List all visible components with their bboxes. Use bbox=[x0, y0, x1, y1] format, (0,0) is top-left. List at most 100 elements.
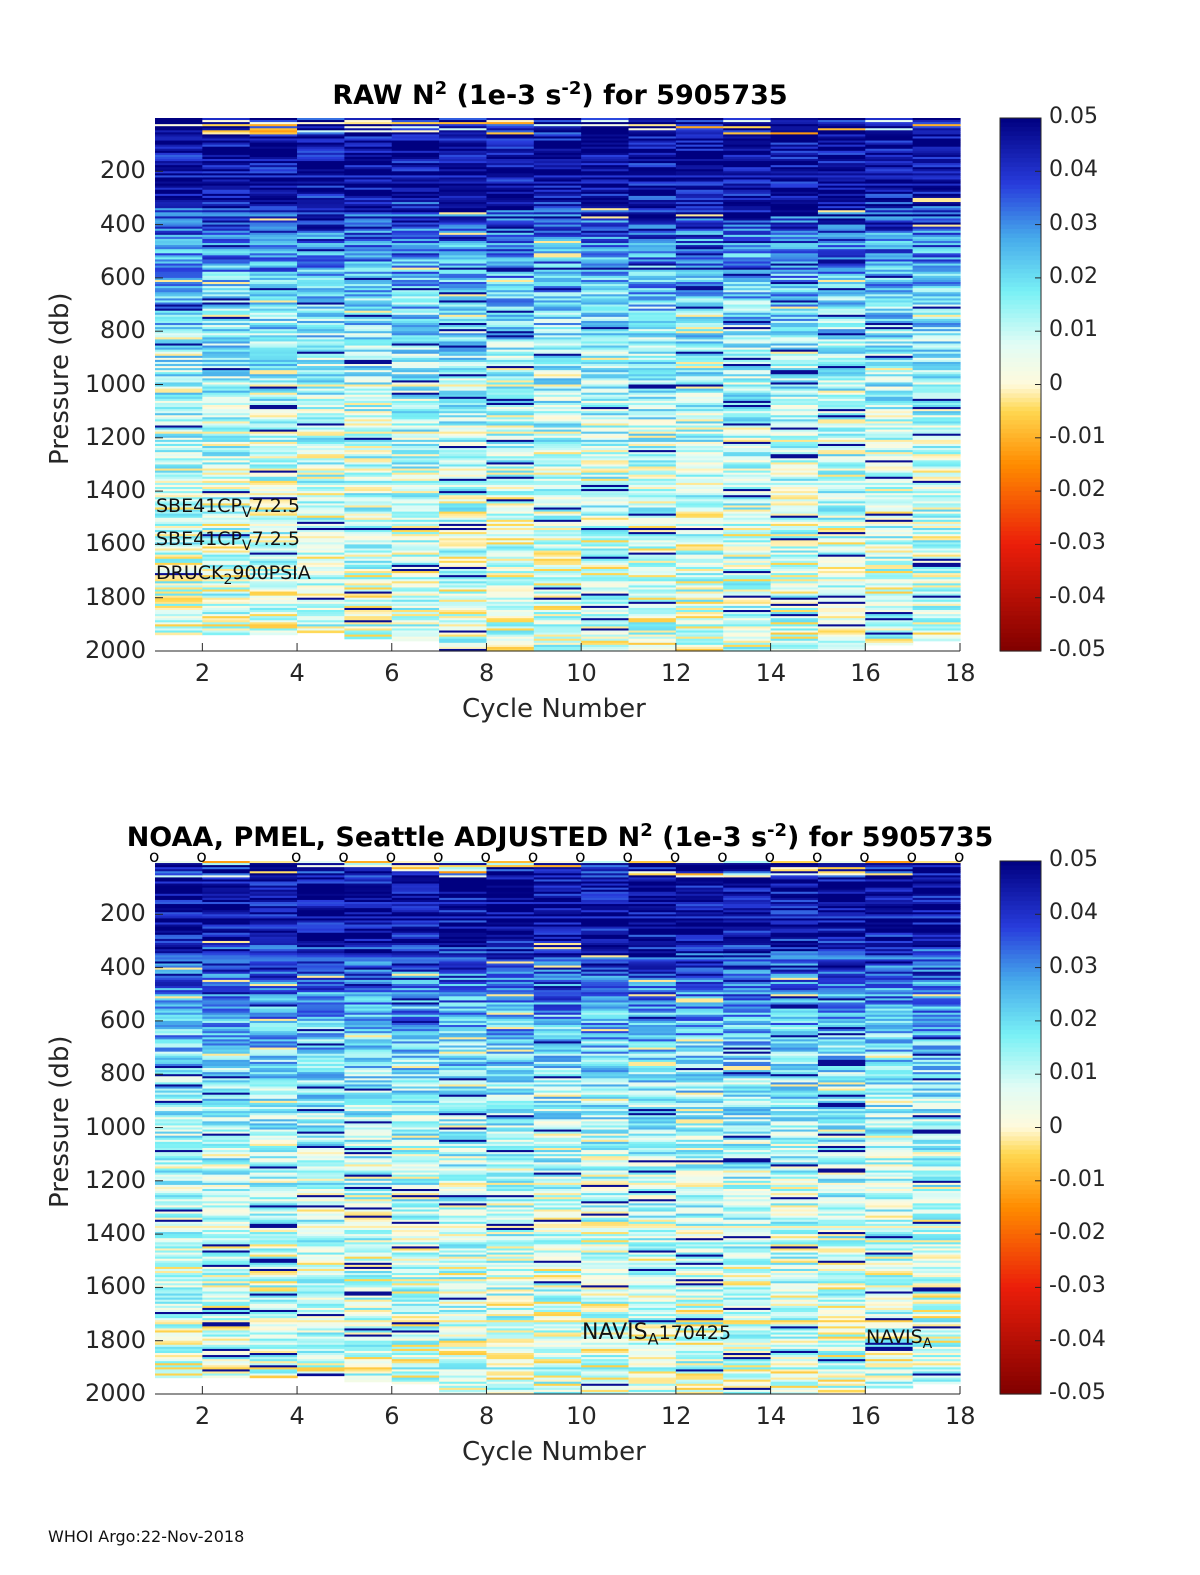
heatmap-cell bbox=[202, 624, 251, 627]
heatmap-cell bbox=[817, 173, 866, 176]
heatmap-cell bbox=[912, 323, 961, 326]
colorbar-swatch bbox=[1000, 504, 1041, 510]
heatmap-cell bbox=[297, 622, 346, 625]
heatmap-cell bbox=[628, 583, 677, 586]
heatmap-cell bbox=[297, 366, 346, 369]
heatmap-cell bbox=[628, 503, 677, 507]
heatmap-cell bbox=[533, 218, 582, 222]
heatmap-cell bbox=[344, 599, 393, 603]
heatmap-cell bbox=[391, 448, 440, 451]
heatmap-cell bbox=[770, 454, 819, 457]
heatmap-cell bbox=[344, 214, 393, 217]
panel-0-cycle-column-4 bbox=[297, 118, 346, 634]
heatmap-cell bbox=[439, 624, 488, 627]
heatmap-cell bbox=[817, 597, 866, 601]
heatmap-cell bbox=[155, 963, 203, 967]
heatmap-cell bbox=[391, 472, 440, 476]
heatmap-cell bbox=[297, 212, 346, 215]
heatmap-cell bbox=[202, 877, 251, 881]
heatmap-cell bbox=[628, 525, 677, 529]
heatmap-cell bbox=[155, 230, 203, 234]
heatmap-cell bbox=[723, 450, 772, 453]
heatmap-cell bbox=[533, 167, 582, 170]
heatmap-cell bbox=[202, 495, 251, 498]
heatmap-cell bbox=[628, 327, 677, 330]
heatmap-cell bbox=[391, 569, 440, 572]
heatmap-cell bbox=[297, 454, 346, 457]
heatmap-cell bbox=[344, 417, 393, 420]
heatmap-cell bbox=[581, 458, 630, 461]
heatmap-cell bbox=[249, 148, 298, 152]
heatmap-cell bbox=[202, 204, 251, 207]
heatmap-cell bbox=[770, 355, 819, 359]
heatmap-cell bbox=[202, 591, 251, 595]
heatmap-cell bbox=[249, 331, 298, 334]
heatmap-cell bbox=[533, 511, 582, 515]
heatmap-cell bbox=[486, 644, 535, 648]
heatmap-cell bbox=[249, 523, 298, 527]
heatmap-cell bbox=[249, 333, 298, 336]
heatmap-cell bbox=[770, 450, 819, 453]
heatmap-cell bbox=[297, 571, 346, 574]
heatmap-cell bbox=[249, 386, 298, 390]
heatmap-cell bbox=[675, 413, 724, 416]
heatmap-cell bbox=[723, 540, 772, 543]
heatmap-cell bbox=[817, 402, 866, 406]
heatmap-cell bbox=[391, 292, 440, 295]
heatmap-cell bbox=[344, 216, 393, 220]
heatmap-cell bbox=[865, 241, 914, 244]
heatmap-cell bbox=[770, 456, 819, 459]
heatmap-cell bbox=[723, 380, 772, 384]
heatmap-cell bbox=[155, 331, 203, 334]
heatmap-cell bbox=[297, 605, 346, 609]
heatmap-cell bbox=[297, 320, 346, 324]
colorbar-swatch bbox=[1000, 571, 1041, 577]
heatmap-cell bbox=[439, 159, 488, 162]
heatmap-cell bbox=[865, 282, 914, 285]
heatmap-cell bbox=[486, 325, 535, 328]
heatmap-cell bbox=[439, 302, 488, 306]
heatmap-cell bbox=[865, 458, 914, 461]
heatmap-cell bbox=[581, 593, 630, 597]
heatmap-cell bbox=[486, 257, 535, 261]
heatmap-cell bbox=[297, 394, 346, 398]
heatmap-cell bbox=[675, 400, 724, 404]
heatmap-cell bbox=[581, 554, 630, 558]
heatmap-cell bbox=[297, 179, 346, 183]
heatmap-cell bbox=[581, 577, 630, 580]
heatmap-cell bbox=[628, 130, 677, 133]
heatmap-cell bbox=[297, 380, 346, 384]
heatmap-cell bbox=[202, 304, 251, 308]
colorbar-swatch bbox=[1000, 420, 1041, 426]
heatmap-cell bbox=[817, 265, 866, 269]
heatmap-cell bbox=[770, 566, 819, 570]
heatmap-cell bbox=[628, 509, 677, 513]
heatmap-cell bbox=[912, 118, 961, 121]
heatmap-cell bbox=[533, 552, 582, 556]
heatmap-cell bbox=[675, 646, 724, 650]
heatmap-cell bbox=[675, 218, 724, 222]
heatmap-cell bbox=[723, 200, 772, 203]
heatmap-cell bbox=[391, 333, 440, 336]
heatmap-cell bbox=[723, 169, 772, 172]
heatmap-cell bbox=[391, 304, 440, 308]
heatmap-cell bbox=[202, 165, 251, 168]
colorbar-swatch bbox=[1000, 579, 1041, 585]
heatmap-cell bbox=[249, 165, 298, 168]
heatmap-cell bbox=[770, 167, 819, 170]
heatmap-cell bbox=[391, 417, 440, 420]
heatmap-cell bbox=[865, 638, 914, 642]
heatmap-cell bbox=[533, 353, 582, 357]
heatmap-cell bbox=[723, 599, 772, 603]
heatmap-cell bbox=[723, 392, 772, 396]
heatmap-cell bbox=[817, 396, 866, 400]
heatmap-cell bbox=[723, 528, 772, 531]
heatmap-cell bbox=[865, 538, 914, 541]
heatmap-cell bbox=[344, 218, 393, 222]
heatmap-cell bbox=[675, 257, 724, 261]
heatmap-cell bbox=[723, 427, 772, 431]
heatmap-cell bbox=[439, 347, 488, 351]
heatmap-cell bbox=[391, 210, 440, 213]
heatmap-cell bbox=[723, 507, 772, 511]
heatmap-cell bbox=[249, 573, 298, 576]
